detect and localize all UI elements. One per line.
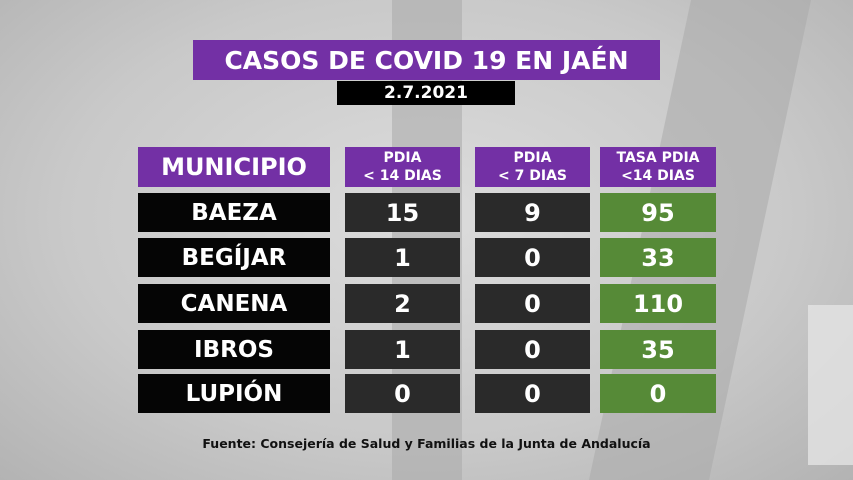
pdia-7-cell: 0 bbox=[475, 330, 590, 369]
header-line: PDIA bbox=[383, 150, 422, 166]
pdia-14-cell: 15 bbox=[345, 193, 460, 232]
municipio-cell: LUPIÓN bbox=[138, 374, 330, 413]
pdia-7-cell: 0 bbox=[475, 238, 590, 277]
pdia-7-cell: 0 bbox=[475, 284, 590, 323]
source-footer: Fuente: Consejería de Salud y Familias d… bbox=[202, 436, 651, 451]
tasa-cell: 95 bbox=[600, 193, 716, 232]
pdia-14-cell: 1 bbox=[345, 330, 460, 369]
header-line: < 7 DIAS bbox=[498, 168, 567, 184]
header-line: TASA PDIA bbox=[616, 150, 700, 166]
tasa-cell: 33 bbox=[600, 238, 716, 277]
header-line: < 14 DIAS bbox=[363, 168, 442, 184]
header-line: PDIA bbox=[513, 150, 552, 166]
municipio-cell: IBROS bbox=[138, 330, 330, 369]
page-title: CASOS DE COVID 19 EN JAÉN bbox=[193, 40, 660, 80]
pdia-7-cell: 9 bbox=[475, 193, 590, 232]
background-logo-shape bbox=[808, 305, 853, 465]
pdia-14-cell: 1 bbox=[345, 238, 460, 277]
municipio-cell: CANENA bbox=[138, 284, 330, 323]
date-label: 2.7.2021 bbox=[337, 81, 515, 105]
tasa-cell: 110 bbox=[600, 284, 716, 323]
tasa-cell: 0 bbox=[600, 374, 716, 413]
header-pdia-14: PDIA < 14 DIAS bbox=[345, 147, 460, 187]
pdia-14-cell: 2 bbox=[345, 284, 460, 323]
pdia-7-cell: 0 bbox=[475, 374, 590, 413]
pdia-14-cell: 0 bbox=[345, 374, 460, 413]
header-line: <14 DIAS bbox=[621, 168, 695, 184]
header-municipio: MUNICIPIO bbox=[138, 147, 330, 187]
tasa-cell: 35 bbox=[600, 330, 716, 369]
municipio-cell: BEGÍJAR bbox=[138, 238, 330, 277]
header-pdia-7: PDIA < 7 DIAS bbox=[475, 147, 590, 187]
municipio-cell: BAEZA bbox=[138, 193, 330, 232]
header-tasa-pdia: TASA PDIA <14 DIAS bbox=[600, 147, 716, 187]
